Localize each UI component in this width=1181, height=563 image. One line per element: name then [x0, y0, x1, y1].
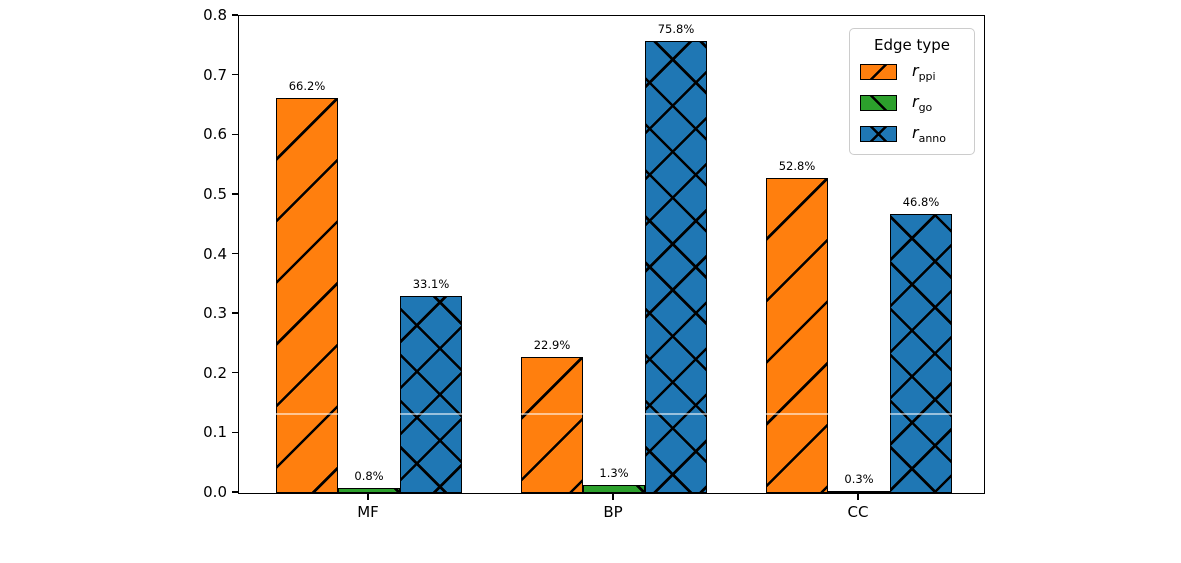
- ytick-label-0.5: 0.5: [203, 184, 227, 203]
- xtick-mark-MF: [367, 494, 369, 500]
- ytick-mark-0.7: [232, 73, 238, 76]
- ytick-mark-0.6: [232, 133, 238, 136]
- ytick-label-0.6: 0.6: [203, 125, 227, 144]
- legend-label-main-r_go: r: [912, 92, 919, 111]
- legend-label-main-r_ppi: r: [912, 61, 919, 80]
- bar-value-label-r_anno-BP: 75.8%: [657, 22, 695, 36]
- legend-swatch-r_anno: [860, 126, 897, 142]
- xtick-label-MF: MF: [357, 503, 379, 521]
- ytick-mark-0.3: [232, 312, 238, 314]
- bar-r_ppi-BP: [521, 356, 583, 493]
- ytick-label-0.8: 0.8: [203, 6, 227, 24]
- legend-label-sub-r_anno: anno: [918, 132, 946, 145]
- legend-label-main-r_anno: r: [912, 123, 919, 142]
- bar-r_go-BP: [583, 485, 645, 493]
- ytick-label-0.4: 0.4: [203, 244, 227, 263]
- ytick-mark-0.0: [232, 491, 238, 493]
- bar-r_anno-CC: [890, 214, 952, 493]
- ytick-label-0.3: 0.3: [203, 304, 227, 323]
- bar-value-label-r_go-BP: 1.3%: [599, 466, 629, 481]
- legend-item-r_go: rgo: [860, 92, 964, 114]
- xtick-mark-CC: [857, 494, 859, 500]
- ytick-label-0.0: 0.0: [203, 483, 227, 501]
- legend-label-sub-r_go: go: [918, 101, 933, 114]
- legend: Edge type rppi rgo ranno: [849, 28, 975, 155]
- legend-swatch-r_go: [860, 95, 897, 111]
- bar-r_ppi-MF: [276, 98, 338, 493]
- bar-value-label-r_go-MF: 0.8%: [354, 469, 384, 484]
- bar-r_ppi-CC: [766, 178, 828, 493]
- bar-value-label-r_go-CC: 0.3%: [844, 472, 874, 487]
- bar-r_anno-MF: [400, 295, 462, 493]
- legend-item-r_anno: ranno: [860, 123, 964, 145]
- ytick-mark-0.1: [232, 431, 238, 434]
- legend-item-r_ppi: rppi: [860, 61, 964, 83]
- bar-value-label-r_ppi-CC: 52.8%: [778, 159, 816, 174]
- ytick-label-0.7: 0.7: [203, 65, 227, 84]
- ytick-mark-0.5: [232, 193, 238, 195]
- ytick-mark-0.8: [232, 14, 238, 16]
- xtick-mark-BP: [612, 494, 614, 500]
- bar-value-label-r_anno-MF: 33.1%: [412, 276, 450, 291]
- xtick-label-CC: CC: [847, 503, 869, 521]
- plot-area: 66.2% 22.9% 52.8% 0.8% 1.3% 0.3% 33.1% 75.8% 46.…: [238, 15, 985, 494]
- ytick-mark-0.2: [232, 371, 238, 374]
- legend-swatch-r_ppi: [860, 64, 897, 80]
- bar-r_go-CC: [828, 491, 890, 493]
- bar-r_go-MF: [338, 488, 400, 493]
- bar-value-label-r_anno-CC: 46.8%: [902, 195, 940, 209]
- white-hline: [239, 413, 984, 415]
- legend-items: rppi rgo ranno: [860, 61, 964, 145]
- bar-r_anno-BP: [645, 41, 707, 493]
- legend-label-r_ppi: rppi: [912, 61, 936, 83]
- legend-label-r_go: rgo: [912, 92, 932, 114]
- xtick-label-BP: BP: [603, 503, 623, 521]
- ytick-label-0.2: 0.2: [203, 363, 227, 382]
- legend-title: Edge type: [873, 36, 951, 54]
- legend-label-r_anno: ranno: [912, 123, 946, 145]
- ytick-mark-0.4: [232, 252, 238, 255]
- legend-label-sub-r_ppi: ppi: [918, 70, 936, 83]
- bar-value-label-r_ppi-MF: 66.2%: [288, 79, 326, 94]
- ytick-label-0.1: 0.1: [203, 423, 227, 442]
- bar-value-label-r_ppi-BP: 22.9%: [533, 337, 571, 352]
